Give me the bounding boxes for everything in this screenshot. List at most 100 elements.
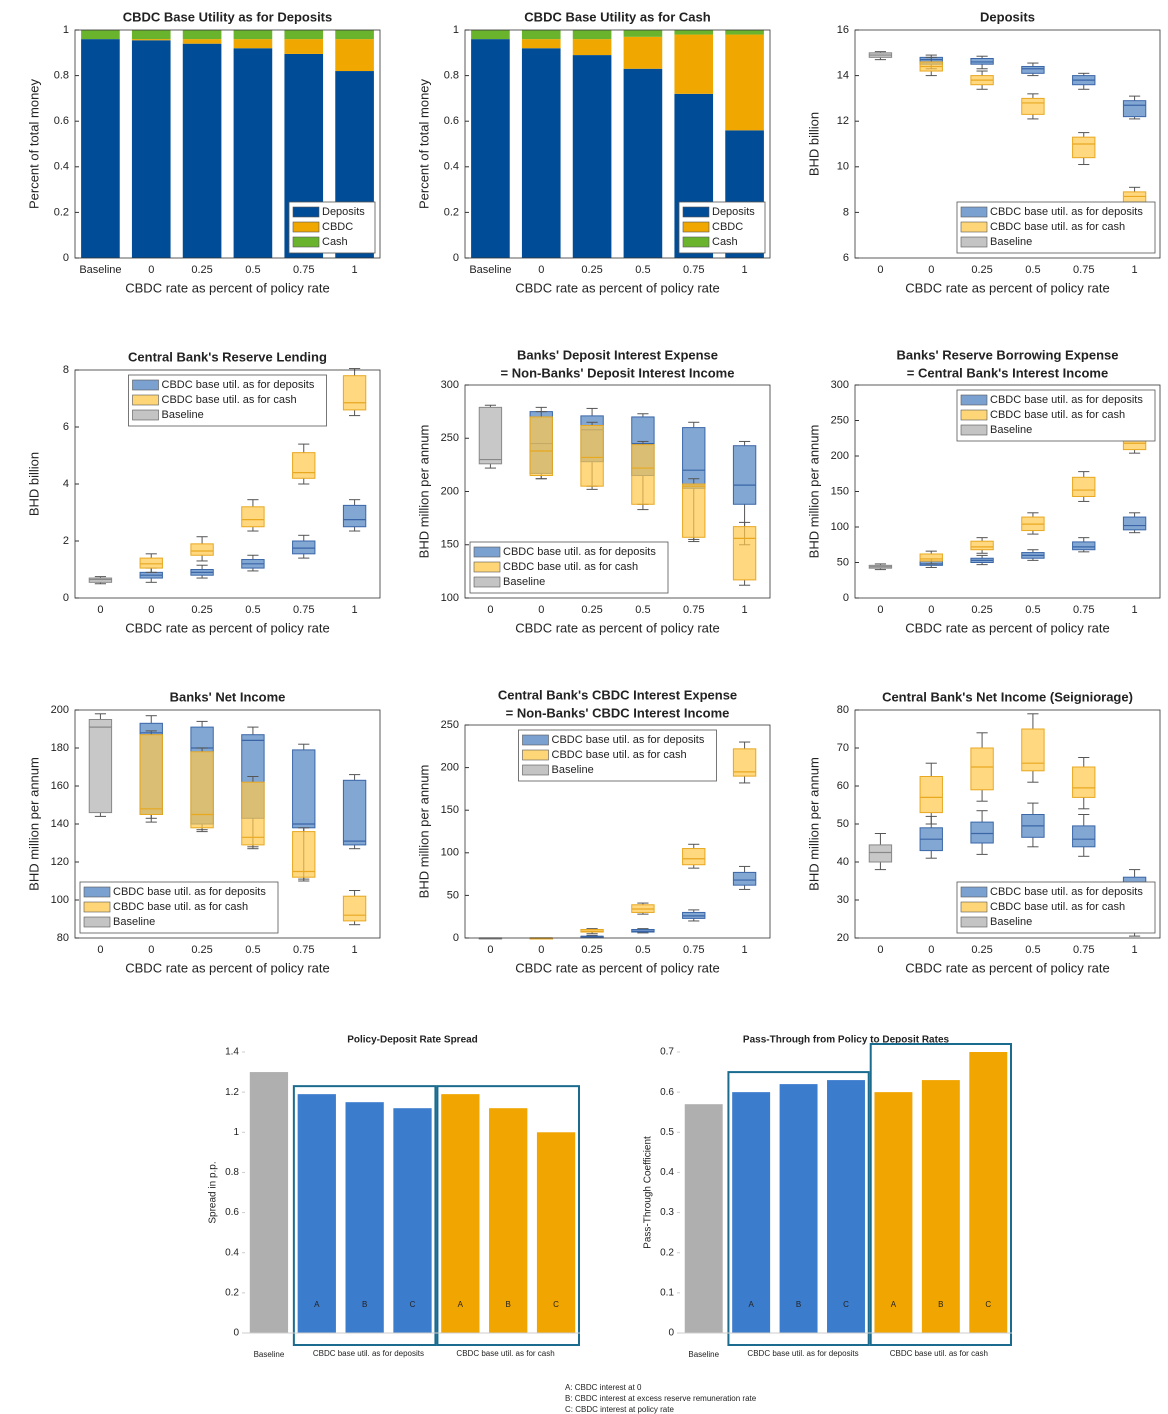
axes-box (464, 29, 771, 259)
bar-label: A (748, 1300, 754, 1309)
x-tick-label: 1 (742, 944, 748, 956)
y-tick-label: 0 (63, 592, 69, 604)
bar-segment (233, 48, 273, 258)
box (292, 749, 316, 829)
y-tick-label: 150 (441, 539, 459, 551)
note: C: CBDC interest at policy rate (565, 1405, 674, 1414)
axes-box (464, 384, 771, 599)
box (342, 504, 367, 528)
legend-swatch (960, 916, 988, 928)
group-frame (292, 1085, 437, 1347)
axes-box (464, 724, 771, 939)
x-tick-label: 0.5 (1025, 604, 1040, 616)
note: A: CBDC interest at 0 (565, 1383, 642, 1392)
box (342, 779, 367, 846)
group-frame (727, 1071, 870, 1346)
y-tick-label: 200 (441, 485, 459, 497)
legend-swatch (292, 221, 320, 233)
x-tick-label: 0 (877, 604, 883, 616)
chart-title: Banks' Net Income (170, 689, 286, 704)
bar-segment (284, 39, 324, 54)
chart-title: = Non-Banks' Deposit Interest Income (501, 365, 735, 380)
axes-box (74, 29, 381, 259)
x-tick-label: 0.25 (191, 944, 212, 956)
axes-box (854, 709, 1161, 939)
legend-box (128, 374, 327, 427)
y-axis-label: BHD billion (26, 452, 41, 516)
x-tick-label: Baseline (469, 264, 511, 276)
chart-title: Banks' Reserve Borrowing Expense (896, 347, 1118, 362)
y-tick-label: 0.1 (660, 1287, 674, 1298)
legend-label: CBDC base util. as for cash (990, 409, 1125, 421)
bar-segment (182, 30, 222, 40)
x-tick-label: 0 (538, 264, 544, 276)
x-tick-label: 0.75 (1073, 604, 1094, 616)
x-tick-label: 0.75 (1073, 264, 1094, 276)
legend-label: Deposits (322, 206, 365, 218)
legend-label: CBDC base util. as for cash (552, 749, 687, 761)
x-tick-label: 0.75 (683, 264, 704, 276)
y-tick-label: 14 (837, 70, 849, 82)
legend-label: CBDC base util. as for deposits (162, 379, 315, 391)
box (1122, 516, 1147, 531)
legend-swatch (132, 394, 159, 406)
y-tick-label: 0.5 (660, 1127, 674, 1138)
bar (874, 1092, 913, 1333)
x-tick-label: 0.5 (635, 604, 650, 616)
x-tick-label: 0.5 (1025, 264, 1040, 276)
y-tick-label: 8 (63, 364, 69, 376)
x-tick-label: 1 (742, 264, 748, 276)
x-tick-label: 0 (148, 264, 154, 276)
group-label: CBDC base util. as for deposits (312, 1349, 425, 1358)
group-frame (436, 1085, 580, 1347)
y-tick-label: 120 (51, 856, 69, 868)
x-tick-label: 0 (877, 944, 883, 956)
bar-label: A (458, 1300, 464, 1309)
y-tick-label: 180 (51, 742, 69, 754)
y-tick-label: 0.8 (54, 70, 69, 82)
box (529, 416, 553, 477)
x-tick-label: 0.5 (635, 944, 650, 956)
bar-label: A (314, 1300, 320, 1309)
y-tick-label: 1 (63, 24, 69, 36)
x-tick-label: 0.25 (581, 944, 602, 956)
legend-swatch (960, 901, 988, 913)
bar-segment (521, 48, 561, 258)
bar-segment (182, 43, 222, 259)
y-tick-label: 1 (233, 1127, 239, 1138)
box (241, 781, 265, 846)
box (190, 751, 214, 829)
y-tick-label: 0.4 (444, 161, 459, 173)
bar (393, 1108, 432, 1333)
legend-label: Baseline (113, 916, 155, 928)
y-tick-label: 200 (831, 450, 849, 462)
y-tick-label: 40 (837, 856, 849, 868)
x-tick-label: 1 (1132, 264, 1138, 276)
y-tick-label: 150 (831, 485, 849, 497)
box (139, 557, 163, 569)
bar-label: C (410, 1300, 416, 1309)
box (1072, 136, 1096, 159)
x-tick-label: Baseline (79, 264, 121, 276)
bar-label: B (938, 1300, 943, 1309)
legend-box (79, 881, 279, 934)
bar-segment (131, 39, 171, 41)
group-label: CBDC base util. as for cash (889, 1349, 988, 1358)
y-tick-label: 80 (837, 704, 849, 716)
box (1021, 97, 1045, 115)
y-tick-label: 1.4 (225, 1047, 239, 1058)
x-tick-label: 0.25 (971, 604, 992, 616)
x-axis-label: CBDC rate as percent of policy rate (905, 620, 1109, 635)
box (292, 831, 316, 878)
y-tick-label: 16 (837, 24, 849, 36)
legend-label: CBDC base util. as for deposits (990, 886, 1143, 898)
x-tick-label: 0.75 (683, 604, 704, 616)
y-tick-label: 70 (837, 742, 849, 754)
x-tick-label: 1 (1132, 604, 1138, 616)
y-tick-label: 0.3 (660, 1207, 674, 1218)
y-axis-label: BHD million per annum (806, 757, 821, 891)
bar-segment (233, 39, 273, 49)
x-tick-label: 0.25 (191, 264, 212, 276)
chart-title: Central Bank's Reserve Lending (128, 349, 327, 364)
x-tick-label: 0 (928, 604, 934, 616)
